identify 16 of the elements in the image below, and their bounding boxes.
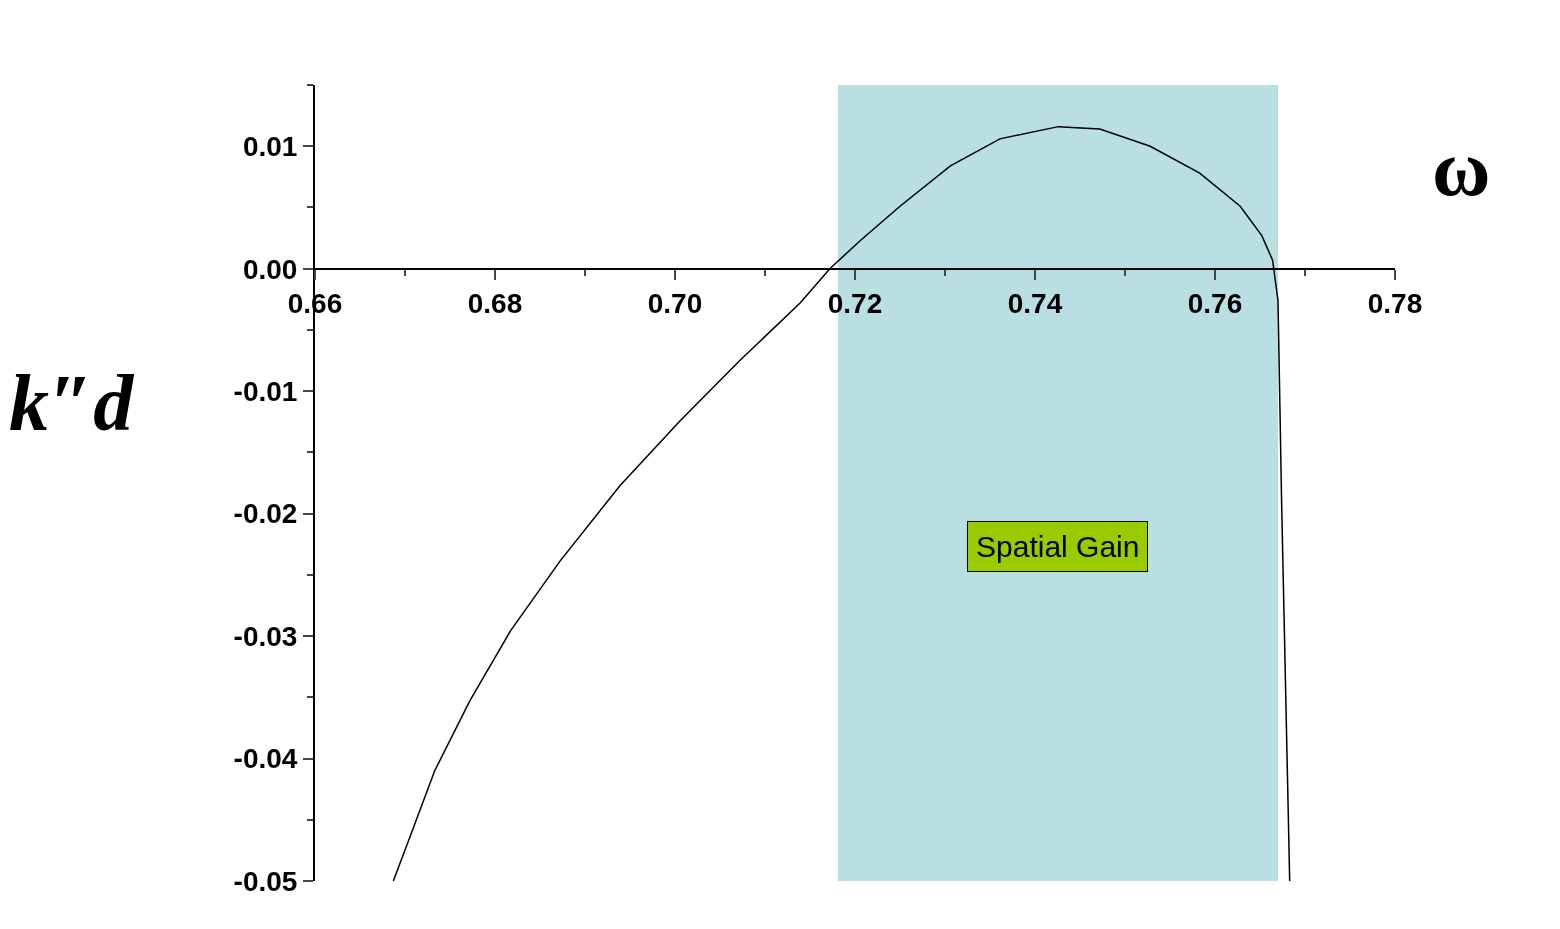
- x-tick-label: 0.76: [1187, 288, 1243, 320]
- x-tick-label: 0.74: [1007, 288, 1063, 320]
- y-tick-label: 0.00: [242, 253, 298, 285]
- band-label: Spatial Gain: [976, 530, 1140, 563]
- y-tick-label: 0.01: [242, 131, 298, 163]
- x-tick-label: 0.78: [1367, 288, 1423, 320]
- x-axis-title: ω: [1432, 124, 1491, 212]
- x-tick-label: 0.68: [467, 288, 523, 320]
- y-tick-label: -0.03: [233, 620, 298, 652]
- y-axis-title: k″d: [9, 359, 135, 447]
- y-tick-label: -0.04: [233, 743, 298, 775]
- y-tick-label: -0.05: [233, 865, 298, 897]
- y-tick-label: -0.01: [233, 375, 298, 407]
- x-tick-label: 0.70: [647, 288, 703, 320]
- x-tick-label: 0.72: [827, 288, 883, 320]
- y-tick-label: -0.02: [233, 498, 298, 530]
